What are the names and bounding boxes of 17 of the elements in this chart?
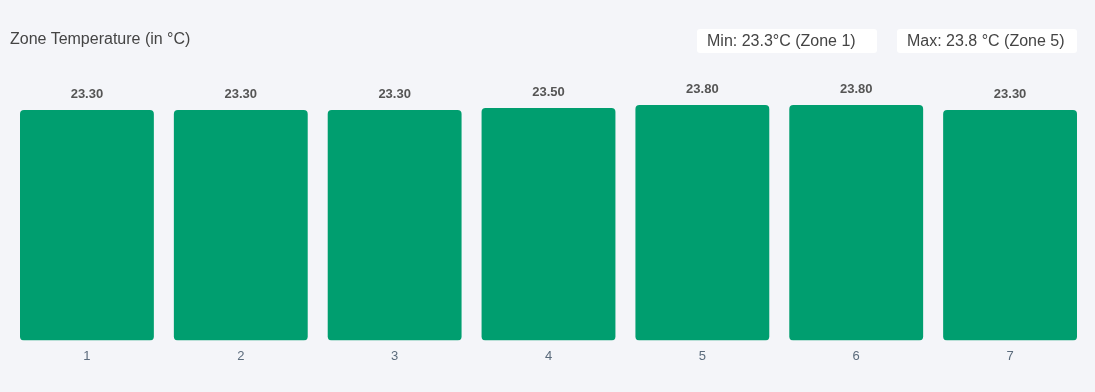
x-tick-label: 1 [83, 347, 91, 363]
chart-title: Zone Temperature (in °C) [10, 30, 191, 48]
data-label: 23.30 [224, 86, 258, 102]
x-tick-label: 6 [852, 347, 860, 363]
text: Max: 23.8 °C (Zone 5) [897, 29, 1077, 53]
x-tick-label: 4 [544, 347, 553, 363]
data-label: 23.80 [839, 81, 873, 97]
data-label: 23.30 [70, 86, 104, 102]
x-tick-label: 3 [391, 347, 399, 363]
x-tick-label: 2 [237, 347, 245, 363]
text: Min: 23.3°C (Zone 1) [697, 29, 877, 53]
data-label: 23.50 [532, 84, 565, 100]
data-label: 23.30 [993, 86, 1027, 102]
data-label: 23.80 [686, 81, 719, 97]
x-tick-label: 7 [1006, 347, 1014, 363]
data-label: 23.30 [378, 86, 411, 102]
x-tick-label: 5 [698, 347, 706, 363]
